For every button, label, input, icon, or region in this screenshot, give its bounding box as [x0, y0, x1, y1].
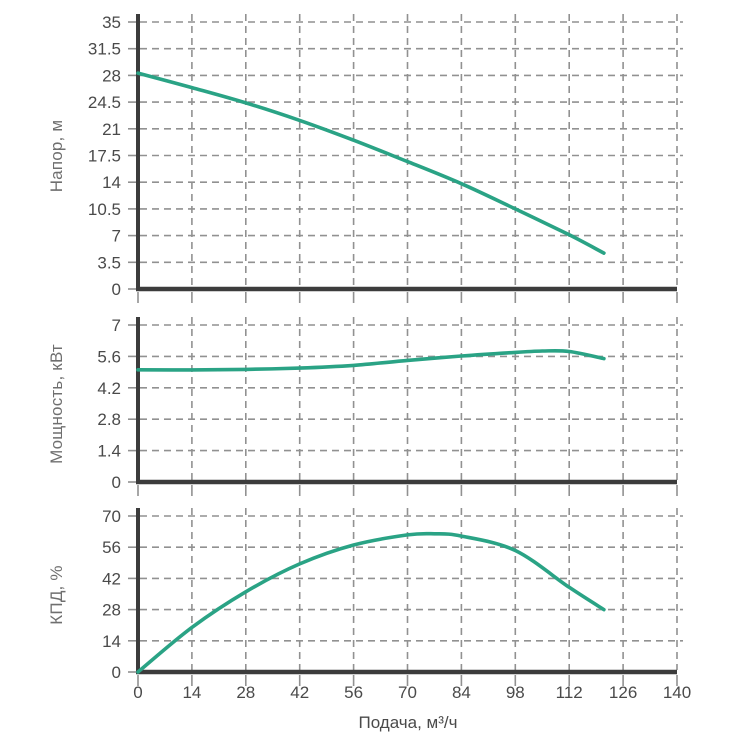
y-tick-label: 1.4	[97, 442, 121, 461]
x-tick-label: 0	[133, 683, 142, 702]
chart-power: 0 1.4 2.8 4.2 5.6 7	[97, 316, 683, 496]
y-tick-label: 7	[112, 227, 121, 246]
x-tick-label: 70	[398, 683, 417, 702]
y-tick-label: 3.5	[97, 253, 121, 272]
x-tick-label: 126	[609, 683, 637, 702]
head-curve	[136, 71, 606, 255]
x-axis-title: Подача, м³/ч	[358, 713, 458, 732]
y-tick-label: 4.2	[97, 379, 121, 398]
y-tick-label: 28	[102, 601, 121, 620]
x-tick-label: 140	[663, 683, 691, 702]
y-tick-label: 21	[102, 120, 121, 139]
x-tick-label: 56	[344, 683, 363, 702]
efficiency-curve	[136, 531, 606, 674]
chart-efficiency: 0 14 28 42 56 70	[102, 507, 683, 686]
power-curve	[136, 348, 606, 372]
y-tick-label: 2.8	[97, 410, 121, 429]
x-tick-label: 98	[506, 683, 525, 702]
x-tick-label: 84	[452, 683, 471, 702]
x-tick-label: 112	[556, 683, 583, 702]
y-tick-label: 17.5	[88, 147, 121, 166]
y-tick-label: 56	[102, 538, 121, 557]
y-tick-label: 0	[112, 280, 121, 299]
y-tick-label: 14	[102, 173, 121, 192]
y-tick-label: 0	[112, 473, 121, 492]
x-tick-labels: 0 14 28 42 56 70 84 98 112 126 140	[133, 683, 691, 702]
x-tick-label: 28	[236, 683, 255, 702]
x-tick-label: 14	[182, 683, 201, 702]
y-tick-label: 35	[102, 13, 121, 32]
y-tick-label: 10.5	[88, 200, 121, 219]
y-axis-title-efficiency: КПД, %	[47, 565, 66, 625]
y-tick-label: 70	[102, 507, 121, 526]
y-tick-label: 31.5	[88, 40, 121, 59]
y-tick-label: 42	[102, 569, 121, 588]
x-tick-label: 42	[290, 683, 309, 702]
y-tick-label: 0	[112, 663, 121, 682]
y-tick-label: 7	[112, 316, 121, 335]
y-tick-label: 5.6	[97, 347, 121, 366]
y-tick-label: 14	[102, 632, 121, 651]
chart-head: 0 3.5 7 10.5 14 17.5 21 24.5 28 31.5 35	[88, 13, 683, 303]
y-tick-label: 24.5	[88, 93, 121, 112]
y-tick-label: 28	[102, 66, 121, 85]
